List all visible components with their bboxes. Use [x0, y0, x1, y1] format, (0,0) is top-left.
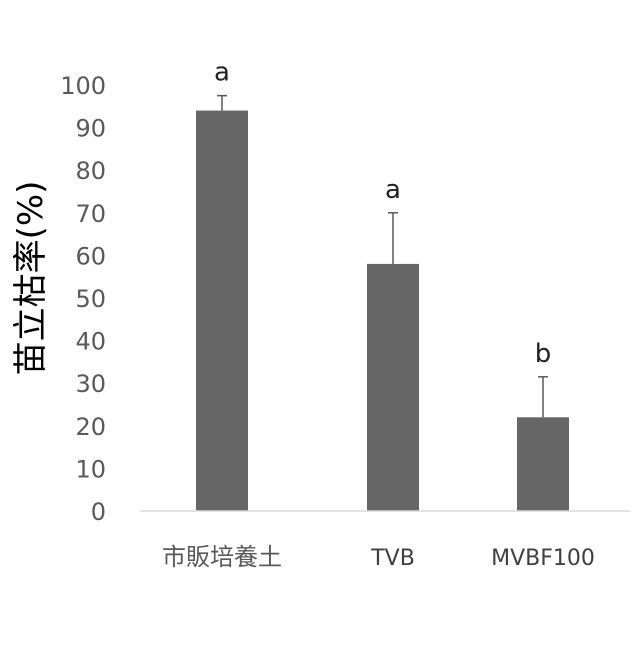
category-label: TVB [370, 546, 415, 571]
y-tick-label: 60 [75, 242, 106, 270]
bar [367, 264, 419, 511]
significance-letter: a [214, 58, 230, 88]
y-tick-label: 30 [75, 370, 106, 398]
y-tick-label: 50 [75, 285, 106, 313]
significance-letter: a [385, 175, 401, 205]
y-tick-label: 90 [75, 115, 106, 143]
y-axis-title: 苗立枯率(%) [11, 181, 51, 376]
y-tick-label: 70 [75, 200, 106, 228]
y-tick-label: 80 [75, 157, 106, 185]
bar [196, 111, 248, 511]
category-label: 市販培養土 [162, 543, 282, 571]
y-tick-label: 0 [91, 498, 106, 526]
bar [517, 417, 569, 511]
y-tick-label: 100 [60, 72, 106, 100]
category-label: MVBF100 [491, 546, 595, 571]
y-tick-label: 20 [75, 413, 106, 441]
y-tick-label: 40 [75, 328, 106, 356]
y-tick-label: 10 [75, 455, 106, 483]
significance-letter: b [535, 339, 552, 369]
